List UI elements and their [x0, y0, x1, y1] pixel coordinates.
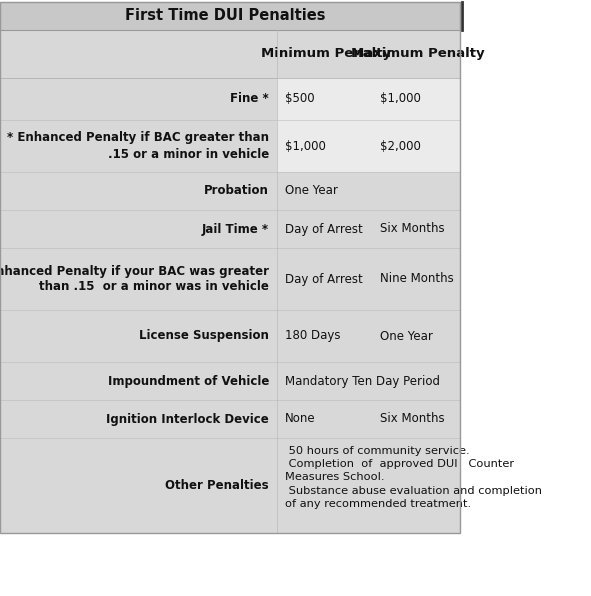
Text: Ignition Interlock Device: Ignition Interlock Device — [106, 412, 269, 426]
Text: Nine Months: Nine Months — [380, 272, 454, 285]
Bar — [0, 362, 460, 400]
Bar — [277, 78, 460, 120]
Text: One Year: One Year — [380, 330, 433, 343]
Text: Day of Arrest: Day of Arrest — [285, 272, 363, 285]
Bar — [0, 30, 460, 78]
Text: $1,000: $1,000 — [285, 139, 326, 153]
Text: License Suspension: License Suspension — [139, 330, 269, 343]
Text: Six Months: Six Months — [380, 412, 444, 426]
Text: Impoundment of Vehicle: Impoundment of Vehicle — [108, 374, 269, 387]
Text: One Year: One Year — [285, 185, 338, 197]
Bar — [0, 2, 460, 533]
Text: Maximum Penalty: Maximum Penalty — [350, 48, 484, 61]
Bar — [0, 2, 460, 30]
Bar — [0, 310, 460, 362]
Text: Enhanced Penalty if your BAC was greater
than .15  or a minor was in vehicle: Enhanced Penalty if your BAC was greater… — [0, 265, 269, 293]
Text: Mandatory Ten Day Period: Mandatory Ten Day Period — [285, 374, 440, 387]
Text: Fine *: Fine * — [230, 92, 269, 105]
Bar — [0, 248, 460, 310]
Text: $2,000: $2,000 — [380, 139, 421, 153]
Text: First Time DUI Penalties: First Time DUI Penalties — [125, 8, 325, 23]
Text: Minimum Penalty: Minimum Penalty — [261, 48, 391, 61]
Text: 50 hours of community service.
 Completion  of  approved DUI   Counter
Measures : 50 hours of community service. Completio… — [285, 446, 542, 509]
Text: * Enhanced Penalty if BAC greater than
.15 or a minor in vehicle: * Enhanced Penalty if BAC greater than .… — [7, 132, 269, 160]
Bar — [277, 120, 460, 172]
Text: Probation: Probation — [204, 185, 269, 197]
Bar — [0, 438, 460, 533]
Text: Day of Arrest: Day of Arrest — [285, 222, 363, 235]
Text: $500: $500 — [285, 92, 314, 105]
Text: Jail Time *: Jail Time * — [202, 222, 269, 235]
Text: Six Months: Six Months — [380, 222, 444, 235]
Text: None: None — [285, 412, 316, 426]
Bar — [0, 210, 460, 248]
Text: 180 Days: 180 Days — [285, 330, 340, 343]
Bar — [0, 120, 460, 172]
Bar — [0, 400, 460, 438]
Bar — [0, 78, 460, 120]
Text: Other Penalties: Other Penalties — [165, 479, 269, 492]
Text: $1,000: $1,000 — [380, 92, 421, 105]
Bar — [0, 172, 460, 210]
